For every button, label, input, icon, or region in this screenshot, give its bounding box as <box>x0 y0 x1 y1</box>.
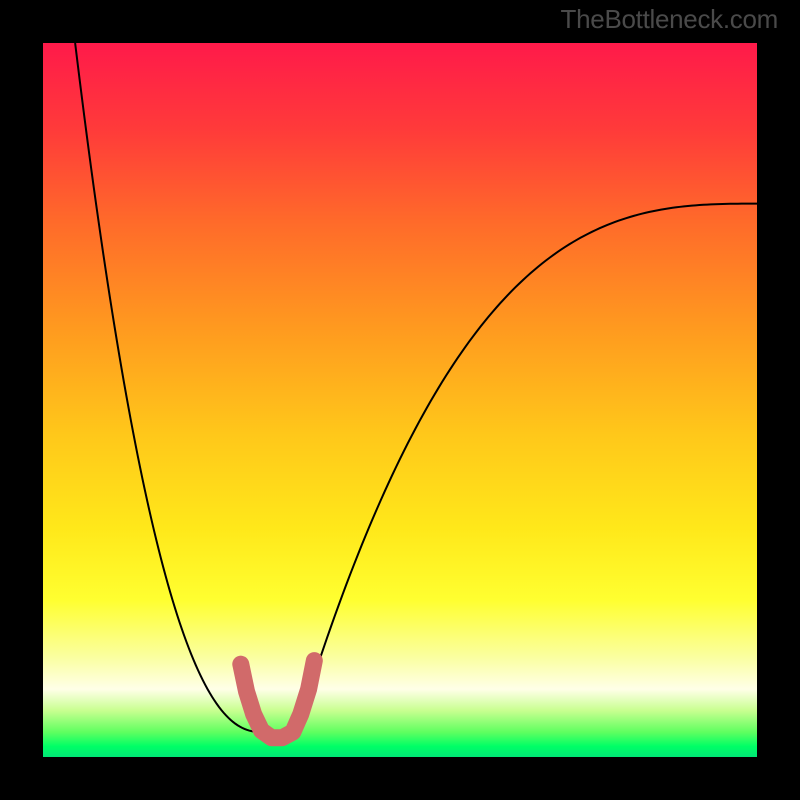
plot-area <box>43 43 757 757</box>
frame-left <box>0 0 43 800</box>
chart-container: TheBottleneck.com <box>0 0 800 800</box>
watermark-text: TheBottleneck.com <box>561 4 778 35</box>
frame-right <box>757 0 800 800</box>
frame-bottom <box>0 757 800 800</box>
plot-svg <box>43 43 757 757</box>
gradient-background <box>43 43 757 757</box>
